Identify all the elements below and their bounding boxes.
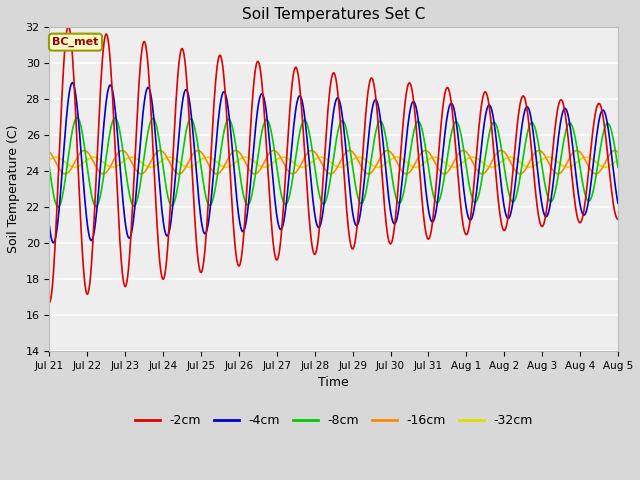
-16cm: [203, 158, 211, 164]
-16cm: [61, 171, 69, 177]
-32cm: [420, 160, 428, 166]
-32cm: [404, 160, 412, 166]
-2cm: [173, 87, 180, 93]
-32cm: [45, 157, 53, 163]
Y-axis label: Soil Temperature (C): Soil Temperature (C): [7, 125, 20, 253]
Line: -16cm: -16cm: [49, 151, 618, 174]
-8cm: [404, 161, 412, 167]
Title: Soil Temperatures Set C: Soil Temperatures Set C: [242, 7, 426, 22]
-16cm: [614, 149, 622, 155]
-16cm: [45, 149, 53, 155]
-8cm: [74, 115, 81, 120]
Legend: -2cm, -4cm, -8cm, -16cm, -32cm: -2cm, -4cm, -8cm, -16cm, -32cm: [129, 409, 538, 432]
-16cm: [56, 167, 63, 172]
-8cm: [173, 185, 181, 191]
-4cm: [68, 80, 76, 85]
-8cm: [57, 201, 65, 206]
Line: -32cm: -32cm: [49, 157, 618, 167]
-16cm: [115, 149, 123, 155]
-4cm: [173, 148, 181, 154]
-16cm: [611, 148, 619, 154]
-8cm: [54, 204, 62, 210]
-4cm: [49, 240, 57, 246]
-2cm: [404, 84, 412, 89]
-2cm: [614, 216, 622, 222]
-32cm: [602, 164, 609, 170]
-32cm: [57, 156, 65, 161]
-4cm: [614, 200, 622, 206]
-4cm: [116, 160, 124, 166]
-2cm: [203, 223, 211, 228]
X-axis label: Time: Time: [318, 376, 349, 389]
-4cm: [57, 190, 65, 195]
-2cm: [420, 219, 428, 225]
-8cm: [116, 129, 124, 134]
Line: -8cm: -8cm: [49, 118, 618, 207]
-2cm: [45, 300, 53, 305]
-8cm: [204, 200, 211, 205]
-4cm: [404, 119, 412, 124]
-16cm: [173, 170, 180, 176]
-32cm: [173, 157, 180, 163]
-8cm: [614, 164, 622, 170]
-32cm: [115, 162, 123, 168]
-2cm: [115, 224, 123, 229]
Text: BC_met: BC_met: [52, 37, 99, 47]
-32cm: [614, 157, 622, 163]
-32cm: [52, 154, 60, 160]
-2cm: [65, 23, 72, 29]
-4cm: [421, 180, 429, 186]
-8cm: [421, 142, 429, 148]
-16cm: [404, 171, 412, 177]
Line: -2cm: -2cm: [49, 26, 618, 302]
-16cm: [420, 148, 428, 154]
Line: -4cm: -4cm: [49, 83, 618, 243]
-4cm: [204, 224, 211, 230]
-32cm: [203, 154, 211, 160]
-2cm: [56, 141, 63, 147]
-8cm: [45, 165, 53, 171]
-4cm: [45, 224, 53, 229]
